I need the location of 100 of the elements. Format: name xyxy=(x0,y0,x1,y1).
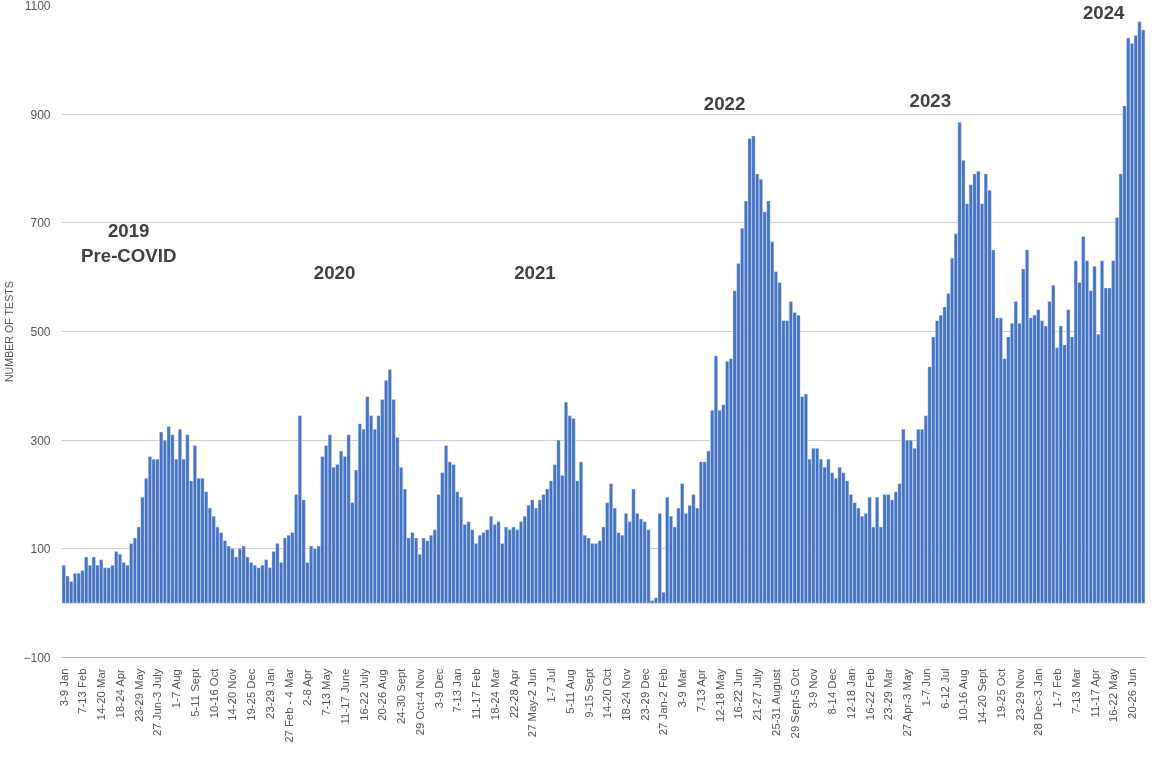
x-tick-label: 29 Sept-5 Oct xyxy=(788,667,801,739)
x-tick-label: 20-26 Aug xyxy=(376,669,389,721)
x-tick-label: 10-16 Aug xyxy=(957,669,970,721)
bar xyxy=(309,545,314,604)
bar xyxy=(680,483,685,604)
x-tick-label: 1-7 Jul xyxy=(545,668,558,703)
bar xyxy=(1126,37,1131,604)
x-tick-label: 1-7 Feb xyxy=(1051,668,1064,708)
bar xyxy=(241,545,246,604)
bar xyxy=(916,429,921,604)
x-tick-label: 7-13 Mar xyxy=(1069,668,1082,714)
bar xyxy=(571,418,576,604)
bar xyxy=(256,567,261,604)
x-tick-label: 23-29 Nov xyxy=(1013,668,1026,721)
bar xyxy=(751,135,756,604)
x-tick-label: 7-13 May xyxy=(320,668,333,716)
y-tick-label: 700 xyxy=(30,216,51,231)
x-tick-label: 16-22 Feb xyxy=(863,668,876,721)
bar xyxy=(298,415,302,604)
bar xyxy=(275,543,280,604)
bar xyxy=(867,497,872,604)
bar xyxy=(796,315,801,604)
bar xyxy=(1036,309,1041,604)
x-tick-label: 5-11 Sept xyxy=(188,667,201,717)
x-tick-label: 23-29 May xyxy=(132,668,145,723)
bar xyxy=(1066,309,1071,604)
bar xyxy=(556,439,561,604)
bar xyxy=(511,526,516,604)
x-tick-label: 22-28 Apr xyxy=(507,668,520,719)
x-tick-label: 11-17 Feb xyxy=(470,668,483,720)
bar xyxy=(998,317,1003,604)
annotation: 2021 xyxy=(514,262,556,284)
x-tick-label: 1-7 Jun xyxy=(919,668,932,707)
x-tick-label: 25-31 August xyxy=(769,668,782,736)
bar xyxy=(1073,260,1078,604)
x-tick-label: 27 Jan-2 Feb xyxy=(657,668,670,736)
x-tick-label: 27 Feb - 4 Mar xyxy=(282,668,295,743)
bar xyxy=(983,173,988,604)
bar xyxy=(1051,285,1056,604)
bar xyxy=(665,497,670,604)
bar xyxy=(1137,21,1142,604)
bar xyxy=(507,529,512,604)
x-tick-label: 11-17 June xyxy=(338,668,351,725)
x-tick-label: 12-18 May xyxy=(713,668,726,723)
y-tick-label: 500 xyxy=(30,325,51,339)
y-tick-label: 1100 xyxy=(24,0,51,13)
bar xyxy=(151,458,156,604)
x-tick-label: 27 May-2 Jun xyxy=(526,668,539,738)
x-tick-label: 2-8 Apr xyxy=(301,668,314,706)
x-tick-label: 18-24 Apr xyxy=(113,668,126,719)
x-tick-label: 3-9 Nov xyxy=(807,668,820,709)
bar xyxy=(657,513,662,604)
bar xyxy=(264,559,269,604)
bar xyxy=(811,448,816,604)
x-tick-label: 29 Oct-4 Nov xyxy=(413,668,426,736)
x-tick-label: 16-22 Jun xyxy=(732,668,745,719)
bar xyxy=(286,535,291,604)
bar xyxy=(114,551,119,604)
bar xyxy=(61,564,66,604)
x-tick-label: 18-24 Nov xyxy=(619,668,632,721)
bar xyxy=(886,494,891,604)
bar xyxy=(410,532,415,604)
bar xyxy=(957,122,962,604)
bar xyxy=(106,567,111,604)
y-tick-label: 900 xyxy=(30,107,51,122)
x-tick-label: 27 Apr-3 May xyxy=(901,668,914,737)
bar xyxy=(579,461,583,604)
bar xyxy=(91,556,96,604)
bar xyxy=(99,559,104,604)
x-tick-label: 16-22 July xyxy=(357,668,370,721)
bar xyxy=(747,138,752,604)
bar xyxy=(421,537,426,604)
x-tick-label: 6-12 Jul xyxy=(938,668,951,709)
bar xyxy=(882,494,887,604)
x-tick-label: 5-11 Aug xyxy=(563,669,576,714)
x-tick-label: 19-25 Oct xyxy=(994,667,1007,719)
x-tick-label: 14-20 Nov xyxy=(226,668,239,721)
x-tick-label: 23-29 Mar xyxy=(882,668,895,721)
bar xyxy=(365,396,370,604)
bar xyxy=(766,200,771,604)
x-tick-label: 18-24 Mar xyxy=(488,668,501,721)
x-tick-label: 28 Dec-3 Jan xyxy=(1032,668,1045,736)
bar xyxy=(1058,325,1063,604)
bar xyxy=(451,464,456,604)
bar xyxy=(725,361,730,604)
x-tick-label: 9-15 Sept xyxy=(582,667,595,718)
x-tick-label: 10-16 Oct xyxy=(207,667,220,719)
bar xyxy=(691,494,696,604)
annotation: 2020 xyxy=(313,262,356,284)
x-tick-label: 3-9 Dec xyxy=(432,668,445,709)
x-tick-label: 21-27 July xyxy=(751,668,764,721)
bar xyxy=(837,467,842,604)
y-tick-label: 100 xyxy=(30,542,51,557)
bar xyxy=(185,434,190,604)
x-tick-label: 1-7 Aug xyxy=(170,669,183,709)
bar xyxy=(815,448,820,604)
x-tick-label: 27 Jun-3 July xyxy=(151,668,164,736)
bar xyxy=(631,488,636,604)
annotation: 2024 xyxy=(1082,1,1126,23)
bar xyxy=(826,458,831,604)
